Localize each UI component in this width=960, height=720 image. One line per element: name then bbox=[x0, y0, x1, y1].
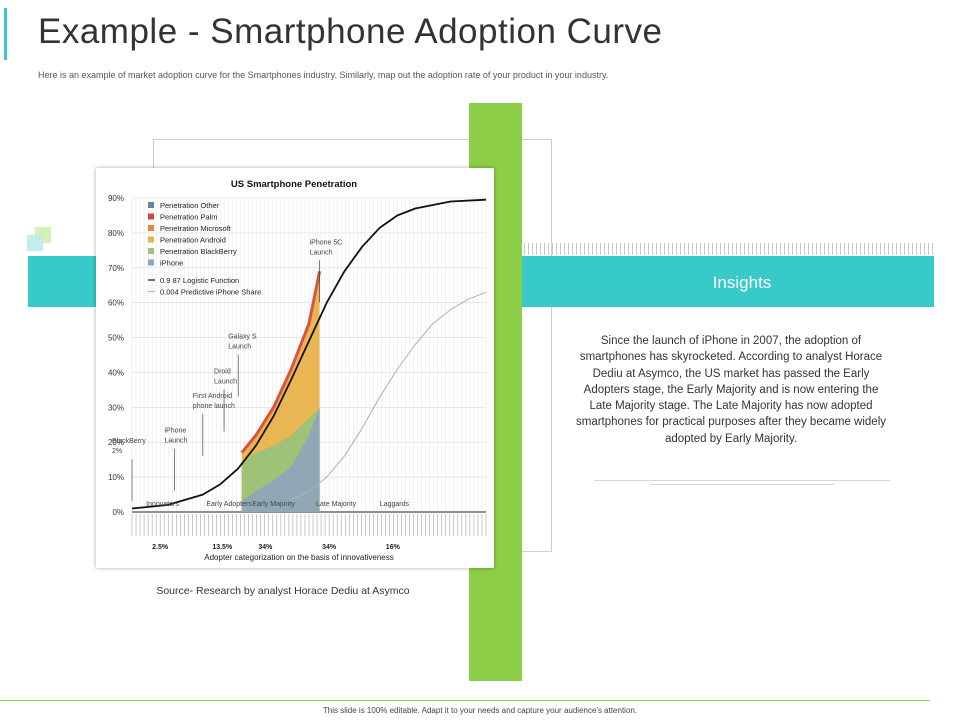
legend-label: Penetration Palm bbox=[160, 213, 218, 222]
line-series bbox=[273, 291, 487, 509]
adoption-chart: 0% 10% 20% 30% 40% 50% 60% 70% 80% 90% US Smartpho… bbox=[108, 179, 487, 562]
segment-label: Late Majority bbox=[316, 501, 357, 508]
legend-swatch bbox=[148, 259, 154, 266]
divider bbox=[594, 480, 890, 481]
segment-label: Laggards bbox=[380, 501, 410, 508]
segment-label: Early Adopters bbox=[206, 501, 252, 508]
segment-share: 34% bbox=[322, 544, 337, 551]
line-series bbox=[131, 198, 487, 510]
annotation-label: iPhone bbox=[164, 428, 186, 435]
legend-swatch bbox=[148, 213, 154, 220]
legend-swatch bbox=[148, 225, 154, 231]
insights-body: Since the launch of iPhone in 2007, the … bbox=[575, 335, 886, 445]
divider bbox=[650, 484, 834, 485]
legend-label: 0.004 Predictive iPhone Share bbox=[160, 288, 261, 297]
source-note: Source- Research by analyst Horace Dediu… bbox=[156, 585, 410, 597]
legend-label: Penetration BlackBerry bbox=[160, 247, 237, 256]
legend-label: Penetration Microsoft bbox=[160, 224, 232, 233]
title-accent-bar bbox=[4, 8, 7, 60]
legend-label: iPhone bbox=[160, 259, 183, 268]
footer-rule bbox=[0, 700, 930, 701]
segment-share: 16% bbox=[386, 544, 401, 551]
annotation-label: Launch bbox=[214, 378, 237, 385]
page-subtitle: Here is an example of market adoption cu… bbox=[38, 70, 609, 80]
chart-card: 0% 10% 20% 30% 40% 50% 60% 70% 80% 90% US Smartpho… bbox=[96, 168, 494, 568]
segment-label: Innovators bbox=[146, 501, 179, 508]
annotation-label: Droid bbox=[214, 368, 231, 375]
y-tick-label: 10% bbox=[108, 473, 124, 482]
annotation-label: phone launch bbox=[193, 403, 235, 410]
y-tick-label: 0% bbox=[112, 508, 124, 517]
segment-share: 13.5% bbox=[212, 544, 233, 551]
annotation-label: 2% bbox=[112, 448, 122, 455]
annotation-label: First Android bbox=[193, 393, 232, 400]
annotation-label: Launch bbox=[164, 438, 187, 445]
insights-heading: Insights bbox=[712, 273, 772, 292]
legend-label: 0.9 87 Logistic Function bbox=[160, 276, 239, 285]
annotation-label: Galaxy S bbox=[228, 333, 257, 340]
annotation-label: BlackBerry bbox=[112, 438, 146, 445]
segment-label: Early Majority bbox=[252, 501, 295, 508]
page-title: Example - Smartphone Adoption Curve bbox=[38, 12, 663, 51]
legend-label: Penetration Other bbox=[160, 201, 220, 210]
legend-swatch bbox=[148, 202, 154, 208]
teal-band-left bbox=[28, 256, 96, 307]
y-tick-label: 90% bbox=[108, 194, 124, 203]
legend-swatch bbox=[148, 248, 154, 254]
legend-label: Penetration Android bbox=[160, 236, 226, 245]
footer-note: This slide is 100% editable. Adapt it to… bbox=[322, 706, 638, 715]
y-tick-label: 30% bbox=[108, 403, 124, 412]
insights-header-band bbox=[522, 256, 934, 307]
chart-title: US Smartphone Penetration bbox=[231, 179, 357, 190]
area-series bbox=[241, 407, 320, 512]
segment-share: 2.5% bbox=[152, 544, 169, 551]
y-tick-label: 50% bbox=[108, 334, 124, 343]
legend-swatch bbox=[148, 236, 154, 243]
y-tick-label: 70% bbox=[108, 264, 124, 273]
segment-share: 34% bbox=[258, 544, 273, 551]
hatch-decoration bbox=[524, 243, 934, 255]
y-tick-label: 40% bbox=[108, 368, 124, 377]
annotation-label: iPhone 5C bbox=[310, 239, 343, 246]
annotation-label: Launch bbox=[310, 249, 333, 256]
x-axis-label: Adopter categorization on the basis of i… bbox=[204, 553, 393, 562]
y-tick-label: 80% bbox=[108, 229, 124, 238]
y-tick-label: 20% bbox=[108, 438, 124, 447]
decor-square bbox=[27, 235, 43, 251]
y-tick-label: 60% bbox=[108, 299, 124, 308]
annotation-label: Launch bbox=[228, 343, 251, 350]
area-top-fringe bbox=[240, 270, 322, 454]
